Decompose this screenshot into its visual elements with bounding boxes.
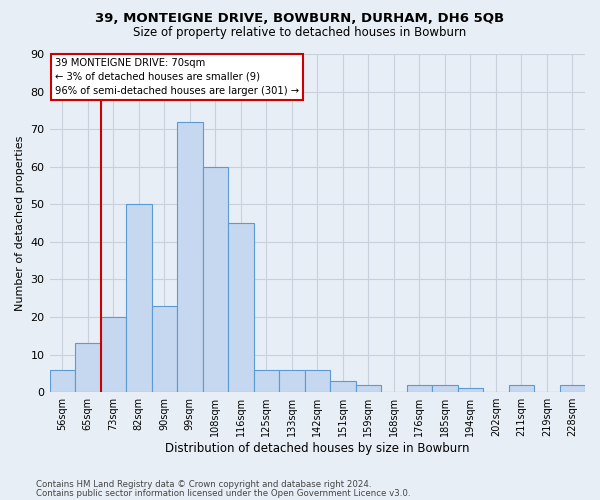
Bar [458,388,483,392]
Text: 39, MONTEIGNE DRIVE, BOWBURN, DURHAM, DH6 5QB: 39, MONTEIGNE DRIVE, BOWBURN, DURHAM, DH… [95,12,505,26]
Bar [509,384,534,392]
Bar [152,306,177,392]
Bar [177,122,203,392]
Bar [432,384,458,392]
Bar [50,370,75,392]
Bar [330,381,356,392]
Bar [407,384,432,392]
Text: 39 MONTEIGNE DRIVE: 70sqm
← 3% of detached houses are smaller (9)
96% of semi-de: 39 MONTEIGNE DRIVE: 70sqm ← 3% of detach… [55,58,299,96]
Bar [356,384,381,392]
Bar [75,344,101,392]
Y-axis label: Number of detached properties: Number of detached properties [15,136,25,311]
X-axis label: Distribution of detached houses by size in Bowburn: Distribution of detached houses by size … [165,442,470,455]
Bar [279,370,305,392]
Bar [126,204,152,392]
Text: Contains public sector information licensed under the Open Government Licence v3: Contains public sector information licen… [36,488,410,498]
Bar [203,166,228,392]
Bar [101,317,126,392]
Bar [560,384,585,392]
Bar [305,370,330,392]
Text: Size of property relative to detached houses in Bowburn: Size of property relative to detached ho… [133,26,467,39]
Bar [254,370,279,392]
Bar [228,223,254,392]
Text: Contains HM Land Registry data © Crown copyright and database right 2024.: Contains HM Land Registry data © Crown c… [36,480,371,489]
